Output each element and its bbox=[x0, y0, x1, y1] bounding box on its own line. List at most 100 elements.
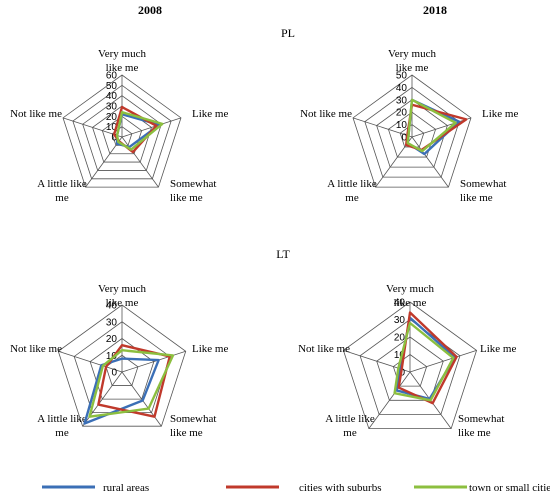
category-label-like-me: Like me bbox=[192, 343, 228, 355]
axis-spoke bbox=[121, 136, 159, 188]
column-header-2008: 2008 bbox=[138, 3, 162, 17]
axis-spoke bbox=[121, 350, 186, 373]
grid-ring bbox=[392, 354, 428, 387]
category-label-line: Like me bbox=[482, 108, 518, 120]
legend-label-rural-areas: rural areas bbox=[103, 482, 149, 494]
category-label-line: Not like me bbox=[10, 343, 62, 355]
grid-ring bbox=[101, 115, 143, 155]
tick-label: 20 bbox=[396, 108, 408, 119]
grid-ring bbox=[82, 95, 162, 171]
tick-label: 40 bbox=[106, 301, 118, 312]
radar-lt-2018: 0 10 20 30 40 Very much like me Like me Somewhat… bbox=[298, 283, 516, 439]
grid-ring bbox=[359, 319, 461, 415]
category-label-line: Very much bbox=[386, 283, 434, 295]
row-header-pl: PL bbox=[281, 26, 295, 40]
series-town-or-small-cities bbox=[115, 110, 164, 151]
category-label-line: like me bbox=[460, 192, 493, 204]
category-label-line: like me bbox=[170, 427, 203, 439]
category-label-not-like-me: Not like me bbox=[10, 343, 62, 355]
category-label-line: like me bbox=[396, 62, 429, 74]
grid-ring bbox=[342, 301, 478, 430]
tick-label: 60 bbox=[106, 71, 118, 82]
category-label-line: Not like me bbox=[300, 108, 352, 120]
tick-label: 20 bbox=[394, 333, 406, 344]
grid-ring bbox=[387, 111, 437, 158]
legend-label-cities-with-suburbs: cities with suburbs bbox=[299, 482, 382, 494]
category-label-very-much-like-me: Very much like me bbox=[98, 283, 146, 309]
category-label-line: Somewhat bbox=[170, 413, 216, 425]
category-label-somewhat-like-me: Somewhat like me bbox=[458, 413, 504, 439]
category-label-line: Somewhat bbox=[458, 413, 504, 425]
category-label-somewhat-like-me: Somewhat like me bbox=[460, 178, 506, 204]
category-label-a-little-like-me: A little like me bbox=[325, 413, 375, 439]
category-label-line: Very much bbox=[98, 283, 146, 295]
tick-label: 40 bbox=[106, 91, 118, 102]
tick-label: 30 bbox=[396, 95, 408, 106]
grid-ring bbox=[72, 84, 172, 180]
category-label-not-like-me: Not like me bbox=[298, 343, 350, 355]
axis-spoke bbox=[121, 117, 182, 138]
tick-label: 50 bbox=[106, 81, 118, 92]
column-header-2018: 2018 bbox=[423, 3, 447, 17]
category-label-somewhat-like-me: Somewhat like me bbox=[170, 178, 216, 204]
tick-label: 10 bbox=[106, 351, 118, 362]
axis-spoke bbox=[411, 136, 449, 188]
category-label-line: like me bbox=[106, 297, 139, 309]
tick-label: 30 bbox=[106, 102, 118, 113]
tick-label: 0 bbox=[111, 133, 117, 144]
tick-label: 40 bbox=[394, 298, 406, 309]
category-label-line: me bbox=[55, 192, 69, 204]
grid-ring bbox=[352, 74, 472, 188]
category-label-line: Like me bbox=[192, 343, 228, 355]
category-label-like-me: Like me bbox=[482, 108, 518, 120]
category-label-somewhat-like-me: Somewhat like me bbox=[170, 413, 216, 439]
category-label-very-much-like-me: Very much like me bbox=[388, 48, 436, 74]
tick-label: 20 bbox=[106, 334, 118, 345]
grid-ring bbox=[57, 304, 187, 427]
tick-label: 0 bbox=[111, 368, 117, 379]
series-town-or-small-cities bbox=[393, 321, 455, 402]
category-label-line: Very much bbox=[98, 48, 146, 60]
category-label-like-me: Like me bbox=[192, 108, 228, 120]
row-header-lt: LT bbox=[276, 247, 290, 261]
grid-ring bbox=[376, 99, 448, 168]
category-label-a-little-like-me: A little like me bbox=[37, 413, 87, 439]
series-town-or-small-cities bbox=[406, 98, 457, 153]
category-label-line: Like me bbox=[192, 108, 228, 120]
tick-label: 40 bbox=[396, 83, 408, 94]
legend-label-town-or-small-cities: town or small cities bbox=[469, 482, 550, 494]
category-label-line: Somewhat bbox=[460, 178, 506, 190]
tick-label: 10 bbox=[394, 350, 406, 361]
tick-label: 20 bbox=[106, 112, 118, 123]
grid-ring bbox=[89, 338, 155, 400]
axis-spoke bbox=[58, 350, 123, 373]
axis-spoke bbox=[411, 117, 472, 138]
category-label-a-little-like-me: A little like me bbox=[37, 178, 87, 204]
category-label-line: Somewhat bbox=[170, 178, 216, 190]
category-label-line: A little like bbox=[325, 413, 375, 425]
category-label-line: me bbox=[55, 427, 69, 439]
category-label-like-me: Like me bbox=[480, 343, 516, 355]
axis-spoke bbox=[368, 371, 411, 429]
category-label-line: me bbox=[345, 192, 359, 204]
category-label-line: Like me bbox=[480, 343, 516, 355]
tick-label: 50 bbox=[396, 71, 408, 82]
series-town-or-small-cities bbox=[88, 349, 175, 418]
category-label-line: Not like me bbox=[10, 108, 62, 120]
category-label-very-much-like-me: Very much like me bbox=[386, 283, 434, 309]
tick-label: 10 bbox=[396, 120, 408, 131]
legend: rural areas cities with suburbs town or … bbox=[42, 482, 550, 494]
category-label-line: like me bbox=[394, 297, 427, 309]
axis-spoke bbox=[85, 136, 123, 188]
axis-spoke bbox=[62, 117, 123, 138]
category-label-line: Not like me bbox=[298, 343, 350, 355]
category-label-line: like me bbox=[170, 192, 203, 204]
category-label-line: me bbox=[343, 427, 357, 439]
axis-spoke bbox=[409, 349, 477, 373]
tick-label: 10 bbox=[106, 122, 118, 133]
tick-label: 0 bbox=[401, 133, 407, 144]
category-label-line: A little like bbox=[327, 178, 377, 190]
